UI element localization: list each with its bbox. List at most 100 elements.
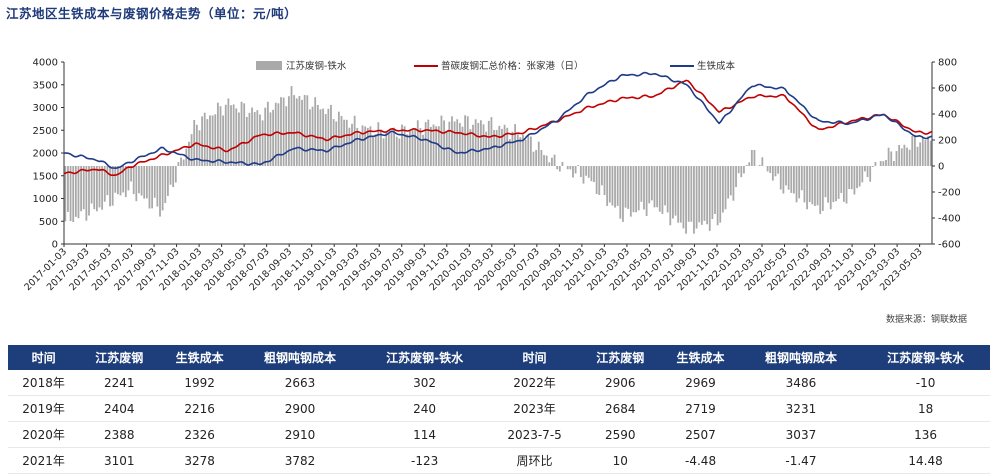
diff-bar bbox=[796, 166, 798, 202]
legend-label-cost: 生铁成本 bbox=[697, 60, 736, 72]
diff-bar bbox=[917, 147, 919, 166]
diff-bar bbox=[925, 140, 927, 166]
diff-bar bbox=[488, 121, 490, 166]
diff-bar bbox=[64, 166, 66, 221]
diff-bar bbox=[633, 166, 635, 212]
table-cell: 2018年 bbox=[8, 370, 79, 396]
table-header: 时间 bbox=[489, 345, 580, 370]
table-row: 2019年 2404 2216 2900 240 2023年 2684 2719… bbox=[8, 396, 990, 422]
diff-bar bbox=[385, 132, 387, 166]
diff-bar bbox=[138, 166, 140, 193]
diff-bar bbox=[283, 98, 285, 166]
table-cell: 2021年 bbox=[8, 448, 79, 474]
left-tick-label: 1000 bbox=[33, 194, 58, 205]
diff-bar bbox=[727, 166, 729, 199]
diff-bar bbox=[777, 166, 779, 174]
diff-bar bbox=[246, 117, 248, 166]
table-header: 江苏废钢-铁水 bbox=[861, 345, 990, 370]
diff-bar bbox=[288, 96, 290, 166]
diff-bar bbox=[125, 166, 127, 197]
right-tick-label: -200 bbox=[938, 188, 961, 199]
table-header: 江苏废钢-铁水 bbox=[360, 345, 489, 370]
table-header: 江苏废钢 bbox=[79, 345, 159, 370]
diff-bar bbox=[622, 166, 624, 222]
table-cell: 2590 bbox=[580, 422, 660, 448]
diff-bar bbox=[701, 166, 703, 225]
diff-bar bbox=[114, 166, 116, 193]
table-header: 粗钢吨钢成本 bbox=[240, 345, 360, 370]
diff-bar bbox=[191, 134, 193, 166]
table-header: 粗钢吨钢成本 bbox=[741, 345, 861, 370]
diff-bar bbox=[348, 128, 350, 166]
diff-bar bbox=[606, 166, 608, 206]
diff-bar bbox=[475, 119, 477, 166]
diff-bar bbox=[156, 166, 158, 207]
diff-bar bbox=[625, 166, 627, 208]
diff-bar bbox=[911, 136, 913, 166]
diff-bar bbox=[630, 166, 632, 217]
diff-bar bbox=[677, 166, 679, 223]
diff-bar bbox=[270, 112, 272, 166]
diff-bar bbox=[930, 141, 932, 166]
diff-bar bbox=[341, 116, 343, 166]
diff-bar bbox=[222, 115, 224, 166]
diff-bar bbox=[604, 166, 606, 195]
diff-bar bbox=[888, 148, 890, 166]
table-cell: 2719 bbox=[660, 396, 740, 422]
diff-bar bbox=[370, 126, 372, 166]
diff-bar bbox=[851, 166, 853, 189]
diff-bar bbox=[754, 150, 756, 166]
diff-bar bbox=[875, 162, 877, 166]
table-cell-diff: 10 bbox=[580, 448, 660, 474]
diff-bar bbox=[196, 125, 198, 166]
diff-bar bbox=[667, 166, 669, 212]
diff-bar bbox=[811, 166, 813, 204]
legend-swatch-diff-bar bbox=[256, 61, 282, 70]
table-cell: 3278 bbox=[159, 448, 239, 474]
diff-bar bbox=[790, 166, 792, 193]
diff-bar bbox=[170, 166, 172, 185]
legend-label-diff: 江苏废钢-铁水 bbox=[286, 60, 347, 72]
table-cell: 3231 bbox=[741, 396, 861, 422]
diff-bar bbox=[609, 166, 611, 203]
diff-bar bbox=[285, 106, 287, 166]
diff-bar bbox=[425, 122, 427, 166]
diff-bar bbox=[914, 135, 916, 166]
table-header: 生铁成本 bbox=[159, 345, 239, 370]
diff-bar bbox=[146, 166, 148, 198]
diff-bar bbox=[567, 166, 569, 169]
diff-bar bbox=[406, 134, 408, 166]
diff-bar bbox=[262, 120, 264, 166]
table-cell-diff: -4.48 bbox=[660, 448, 740, 474]
diff-bar bbox=[201, 116, 203, 166]
diff-bar bbox=[672, 166, 674, 218]
diff-bar bbox=[351, 124, 353, 166]
table-row: 2021年 3101 3278 3782 -123 周环比 10 -4.48 -… bbox=[8, 448, 990, 474]
table-cell: 2507 bbox=[660, 422, 740, 448]
diff-bar bbox=[767, 166, 769, 171]
diff-bar bbox=[880, 161, 882, 166]
diff-bar bbox=[772, 166, 774, 181]
diff-bar bbox=[175, 166, 177, 183]
diff-bar bbox=[112, 166, 114, 206]
diff-bar bbox=[448, 122, 450, 166]
diff-bar bbox=[459, 123, 461, 166]
diff-bar bbox=[693, 166, 695, 234]
diff-bar bbox=[209, 115, 211, 166]
table-cell-diff: -10 bbox=[861, 370, 990, 396]
diff-bar bbox=[551, 158, 553, 166]
diff-bar bbox=[669, 166, 671, 225]
diff-bar bbox=[330, 105, 332, 166]
diff-bar bbox=[483, 124, 485, 166]
diff-bar bbox=[572, 166, 574, 178]
diff-bar bbox=[120, 166, 122, 195]
diff-bar bbox=[559, 166, 561, 171]
table-cell: 周环比 bbox=[489, 448, 580, 474]
diff-bar bbox=[730, 166, 732, 195]
diff-bar bbox=[88, 166, 90, 216]
diff-bar bbox=[159, 166, 161, 217]
diff-bar bbox=[872, 166, 874, 167]
diff-bar bbox=[714, 166, 716, 214]
diff-bar bbox=[254, 112, 256, 166]
diff-bar bbox=[717, 166, 719, 225]
